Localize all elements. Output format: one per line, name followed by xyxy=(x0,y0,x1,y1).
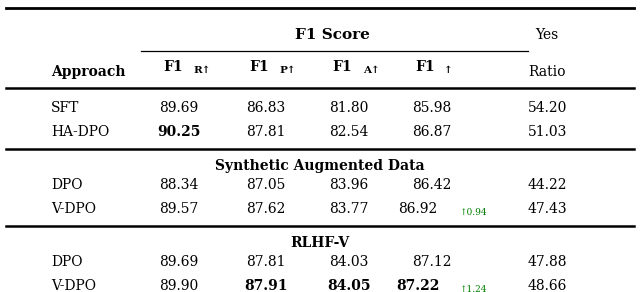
Text: 87.05: 87.05 xyxy=(246,178,285,192)
Text: Yes: Yes xyxy=(536,28,559,42)
Text: F1: F1 xyxy=(250,60,269,74)
Text: 84.05: 84.05 xyxy=(327,279,371,292)
Text: 54.20: 54.20 xyxy=(527,101,567,115)
Text: 47.88: 47.88 xyxy=(527,255,567,269)
Text: 89.69: 89.69 xyxy=(159,255,199,269)
Text: 86.83: 86.83 xyxy=(246,101,285,115)
Text: 87.12: 87.12 xyxy=(412,255,452,269)
Text: 86.42: 86.42 xyxy=(412,178,452,192)
Text: RLHF-V: RLHF-V xyxy=(291,237,349,251)
Text: 81.80: 81.80 xyxy=(329,101,369,115)
Text: 87.91: 87.91 xyxy=(244,279,287,292)
Text: 89.69: 89.69 xyxy=(159,101,199,115)
Text: 86.87: 86.87 xyxy=(412,125,452,139)
Text: Synthetic Augmented Data: Synthetic Augmented Data xyxy=(215,159,425,173)
Text: 44.22: 44.22 xyxy=(527,178,567,192)
Text: F1: F1 xyxy=(333,60,352,74)
Text: 86.92: 86.92 xyxy=(398,202,438,216)
Text: Approach: Approach xyxy=(51,65,125,79)
Text: DPO: DPO xyxy=(51,255,83,269)
Text: 51.03: 51.03 xyxy=(527,125,567,139)
Text: 48.66: 48.66 xyxy=(527,279,567,292)
Text: ↑0.94: ↑0.94 xyxy=(459,208,486,217)
Text: F1 Score: F1 Score xyxy=(296,28,370,42)
Text: DPO: DPO xyxy=(51,178,83,192)
Text: P↑: P↑ xyxy=(280,66,296,75)
Text: 88.34: 88.34 xyxy=(159,178,199,192)
Text: 84.03: 84.03 xyxy=(329,255,369,269)
Text: 89.57: 89.57 xyxy=(159,202,199,216)
Text: SFT: SFT xyxy=(51,101,79,115)
Text: ↑: ↑ xyxy=(444,66,452,75)
Text: ↑1.24: ↑1.24 xyxy=(459,285,486,292)
Text: 85.98: 85.98 xyxy=(412,101,452,115)
Text: 83.96: 83.96 xyxy=(329,178,369,192)
Text: 87.81: 87.81 xyxy=(246,125,285,139)
Text: 87.81: 87.81 xyxy=(246,255,285,269)
Text: 90.25: 90.25 xyxy=(157,125,201,139)
Text: HA-DPO: HA-DPO xyxy=(51,125,109,139)
Text: F1: F1 xyxy=(416,60,435,74)
Text: 83.77: 83.77 xyxy=(329,202,369,216)
Text: R↑: R↑ xyxy=(193,66,211,75)
Text: Ratio: Ratio xyxy=(529,65,566,79)
Text: F1: F1 xyxy=(163,60,182,74)
Text: V-DPO: V-DPO xyxy=(51,202,96,216)
Text: 87.22: 87.22 xyxy=(396,279,440,292)
Text: 89.90: 89.90 xyxy=(159,279,199,292)
Text: 47.43: 47.43 xyxy=(527,202,567,216)
Text: A↑: A↑ xyxy=(363,66,380,75)
Text: 87.62: 87.62 xyxy=(246,202,285,216)
Text: V-DPO: V-DPO xyxy=(51,279,96,292)
Text: 82.54: 82.54 xyxy=(329,125,369,139)
